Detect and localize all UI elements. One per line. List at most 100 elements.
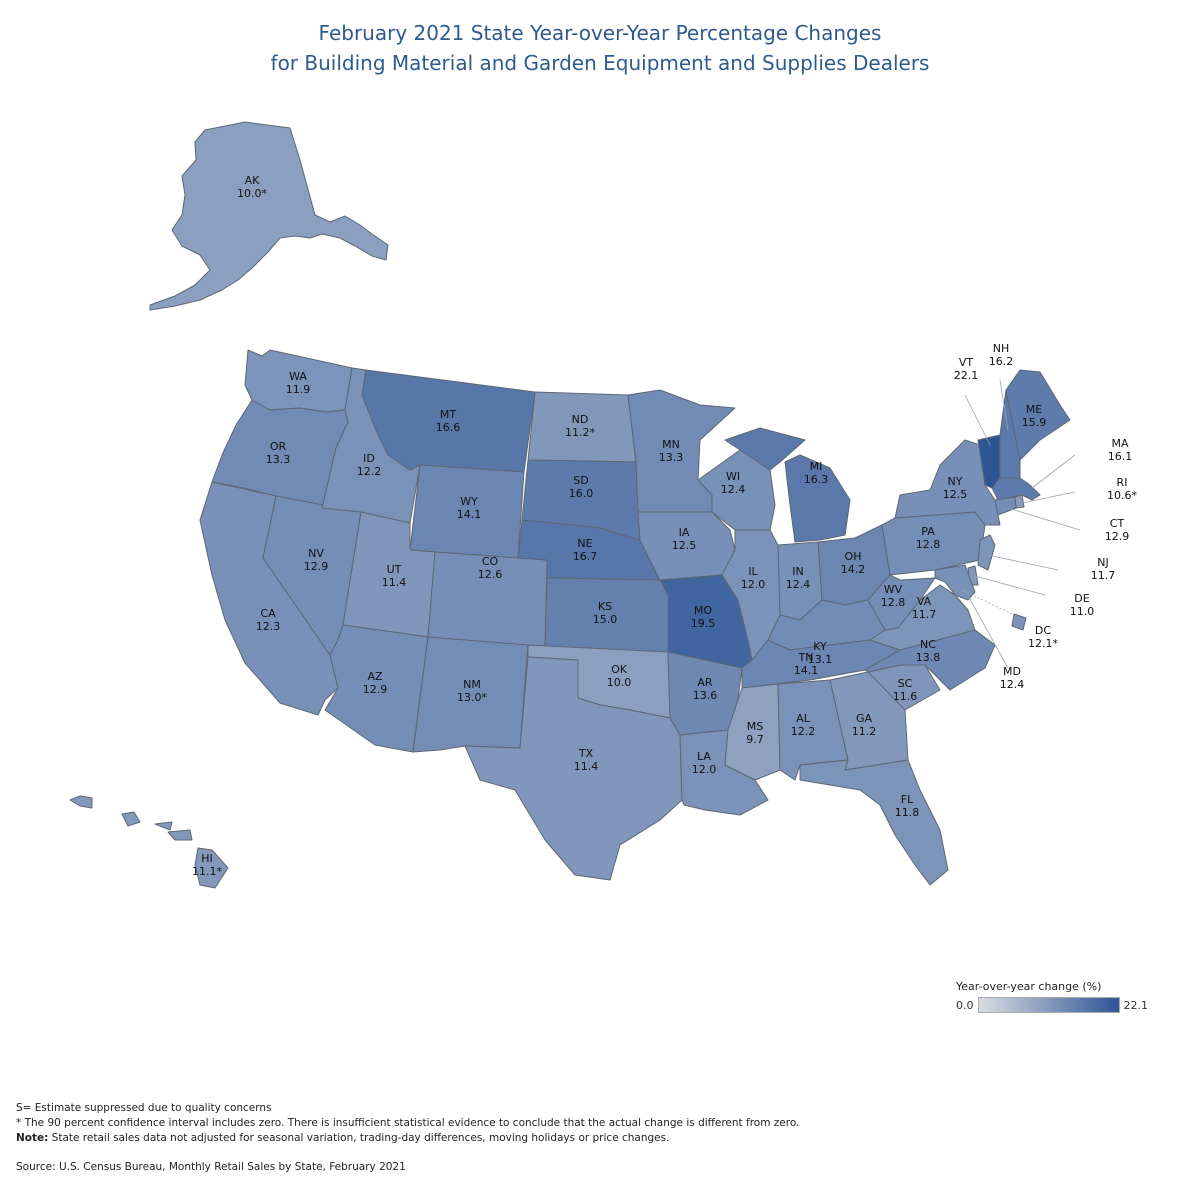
title-line-1: February 2021 State Year-over-Year Perce… <box>318 21 882 45</box>
state-MT[interactable] <box>361 369 536 473</box>
leader-VT <box>964 394 991 446</box>
state-value-DC: 12.1* <box>1028 637 1058 650</box>
state-code-NE: NE <box>577 537 592 550</box>
state-value-TN: 14.1 <box>794 664 819 677</box>
state-code-LA: LA <box>697 750 711 763</box>
leader-MA <box>1031 454 1076 489</box>
label-leader-lines <box>961 379 1081 669</box>
state-value-UT: 11.4 <box>382 576 407 589</box>
state-shapes <box>69 121 1071 889</box>
state-RI[interactable] <box>1014 494 1025 509</box>
legend-max-value: 22.1 <box>1123 998 1149 1012</box>
state-MI[interactable] <box>724 427 851 543</box>
state-value-CA: 12.3 <box>256 620 281 633</box>
title-line-2: for Building Material and Garden Equipme… <box>270 51 930 75</box>
state-HI[interactable] <box>69 795 229 889</box>
state-code-AZ: AZ <box>367 670 383 683</box>
state-code-GA: GA <box>856 712 873 725</box>
state-value-IA: 12.5 <box>672 539 697 552</box>
state-code-RI: RI <box>1117 476 1128 489</box>
state-code-IL: IL <box>748 565 758 578</box>
state-value-TX: 11.4 <box>574 760 599 773</box>
state-code-UT: UT <box>387 563 402 576</box>
note-general: Note: State retail sales data not adjust… <box>16 1131 799 1146</box>
state-value-KS: 15.0 <box>593 613 618 626</box>
state-code-TN: TN <box>798 651 814 664</box>
state-code-DC: DC <box>1035 624 1051 637</box>
state-value-DE: 11.0 <box>1070 605 1095 618</box>
state-value-PA: 12.8 <box>916 538 941 551</box>
state-TX[interactable] <box>464 656 683 881</box>
state-code-NJ: NJ <box>1097 556 1108 569</box>
state-code-SC: SC <box>898 677 913 690</box>
state-code-SD: SD <box>573 474 588 487</box>
leader-NJ <box>987 554 1059 571</box>
state-code-PA: PA <box>921 525 935 538</box>
state-WV[interactable] <box>867 574 936 631</box>
state-value-NV: 12.9 <box>304 560 329 573</box>
state-value-ID: 12.2 <box>357 465 382 478</box>
state-code-CO: CO <box>482 555 499 568</box>
legend-scale: 0.0 22.1 <box>956 997 1156 1013</box>
state-FL[interactable] <box>799 759 949 886</box>
state-code-FL: FL <box>901 793 914 806</box>
state-NJ[interactable] <box>977 534 996 571</box>
state-value-OR: 13.3 <box>266 453 291 466</box>
state-value-ME: 15.9 <box>1022 416 1047 429</box>
leader-DE <box>974 575 1046 596</box>
state-value-NM: 13.0* <box>457 691 487 704</box>
state-code-CA: CA <box>260 607 276 620</box>
state-code-OR: OR <box>270 440 287 453</box>
state-value-IL: 12.0 <box>741 578 766 591</box>
state-code-CT: CT <box>1110 517 1125 530</box>
state-code-NH: NH <box>993 342 1010 355</box>
legend-min-value: 0.0 <box>956 998 974 1012</box>
state-code-NC: NC <box>920 638 936 651</box>
state-value-MO: 19.5 <box>691 617 716 630</box>
state-value-AZ: 12.9 <box>363 683 388 696</box>
state-value-MN: 13.3 <box>659 451 684 464</box>
state-code-ME: ME <box>1026 403 1042 416</box>
state-code-NM: NM <box>463 678 481 691</box>
state-CT[interactable] <box>994 496 1017 516</box>
state-value-NY: 12.5 <box>943 488 968 501</box>
footnotes: S= Estimate suppressed due to quality co… <box>16 1101 799 1146</box>
legend-title: Year-over-year change (%) <box>956 980 1102 993</box>
source-note: Source: U.S. Census Bureau, Monthly Reta… <box>16 1161 406 1173</box>
state-code-KS: KS <box>598 600 612 613</box>
state-value-NE: 16.7 <box>573 550 598 563</box>
state-value-FL: 11.8 <box>895 806 920 819</box>
color-legend: Year-over-year change (%) 0.0 22.1 <box>956 980 1156 1013</box>
state-value-SC: 11.6 <box>893 690 918 703</box>
leader-MD <box>964 589 1009 669</box>
state-DC[interactable] <box>1011 613 1027 631</box>
state-ME[interactable] <box>1005 369 1071 461</box>
state-code-MS: MS <box>747 720 763 733</box>
state-code-VT: VT <box>959 356 974 369</box>
state-value-MA: 16.1 <box>1108 450 1133 463</box>
state-value-VA: 11.7 <box>912 608 937 621</box>
state-AK[interactable] <box>149 121 389 311</box>
state-value-AK: 10.0* <box>237 187 267 200</box>
state-value-MI: 16.3 <box>804 473 829 486</box>
state-value-OK: 10.0 <box>607 676 632 689</box>
state-value-WY: 14.1 <box>457 508 482 521</box>
leader-DC <box>961 589 1013 615</box>
state-value-MS: 9.7 <box>746 733 764 746</box>
state-code-MA: MA <box>1111 437 1128 450</box>
state-code-ND: ND <box>572 413 589 426</box>
note-text: State retail sales data not adjusted for… <box>48 1132 670 1144</box>
state-code-WI: WI <box>726 470 740 483</box>
note-label: Note: <box>16 1132 49 1144</box>
note-suppressed: S= Estimate suppressed due to quality co… <box>16 1102 272 1114</box>
state-code-ID: ID <box>363 452 375 465</box>
state-value-CT: 12.9 <box>1105 530 1130 543</box>
state-value-HI: 11.1* <box>192 865 222 878</box>
state-value-NH: 16.2 <box>989 355 1014 368</box>
state-value-VT: 22.1 <box>954 369 979 382</box>
state-code-AK: AK <box>245 174 261 187</box>
state-code-KY: KY <box>813 640 827 653</box>
state-code-MN: MN <box>662 438 680 451</box>
state-code-MT: MT <box>440 408 456 421</box>
